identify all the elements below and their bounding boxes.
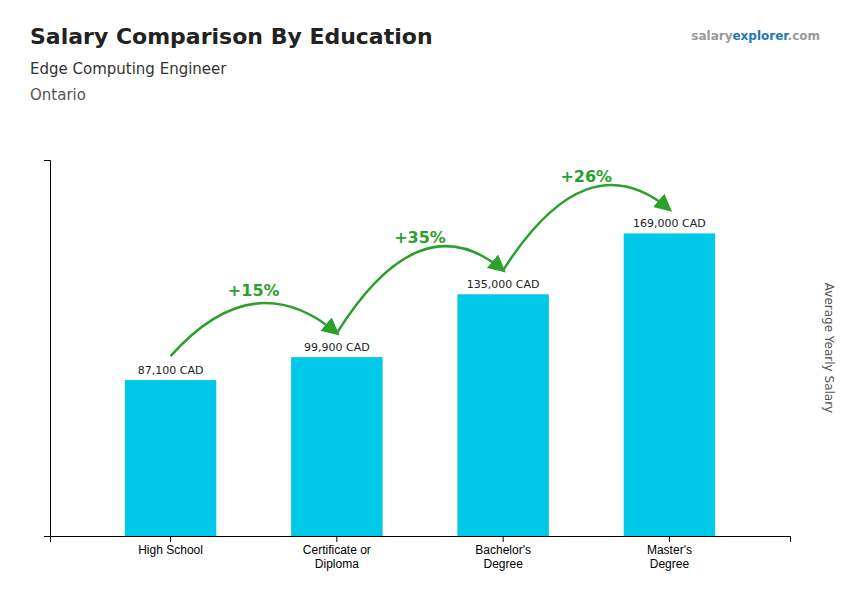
- bars: [125, 233, 715, 536]
- x-tick-label: Bachelor'sDegree: [475, 543, 531, 571]
- x-tick: Certificate orDiploma: [303, 536, 371, 571]
- change-label: +26%: [560, 167, 612, 186]
- data-labels: 87,100 CAD 99,900 CAD 135,000 CAD 169,000 C…: [138, 217, 706, 377]
- data-label: 169,000 CAD: [633, 217, 706, 230]
- chart: Salary Comparison By Education Edge Compu…: [0, 0, 850, 606]
- x-tick: High School: [138, 536, 203, 557]
- x-axis: High School Certificate orDiploma Bachelor…: [51, 536, 791, 571]
- watermark-part: salary: [691, 29, 732, 43]
- data-label: 99,900 CAD: [304, 341, 370, 354]
- change-label: +15%: [228, 281, 280, 300]
- x-tick: Bachelor'sDegree: [475, 536, 531, 571]
- watermark-part: .com: [788, 29, 820, 43]
- x-tick-mark: [336, 536, 337, 542]
- change-arrow: [503, 185, 669, 270]
- bar: [624, 233, 715, 536]
- x-tick-mark: [669, 536, 670, 542]
- bar: [125, 380, 216, 536]
- y-axis-title: Average Yearly Salary: [822, 283, 836, 413]
- x-tick-mark: [170, 536, 171, 542]
- title: Salary Comparison By Education: [30, 24, 433, 49]
- bar: [291, 357, 382, 536]
- x-axis-line: [51, 537, 791, 543]
- location: Ontario: [30, 86, 86, 104]
- bar: [457, 294, 548, 536]
- y-axis-line: [44, 161, 51, 537]
- x-tick-label: High School: [138, 543, 203, 557]
- x-tick: Master'sDegree: [647, 536, 692, 571]
- plot: High School Certificate orDiploma Bachelor…: [44, 161, 791, 571]
- data-label: 87,100 CAD: [138, 364, 204, 377]
- subtitle: Edge Computing Engineer: [30, 60, 227, 78]
- x-tick-label: Certificate orDiploma: [303, 543, 371, 571]
- y-axis: [44, 161, 51, 537]
- watermark-part: explorer: [732, 29, 789, 43]
- change-label: +35%: [394, 228, 446, 247]
- watermark: salaryexplorer.com: [691, 29, 820, 43]
- change-arrows: +15% +35% +26%: [171, 167, 670, 356]
- x-tick-mark: [503, 536, 504, 542]
- change-arrow: [337, 246, 503, 333]
- change-arrow: [171, 303, 337, 356]
- x-tick-label: Master'sDegree: [647, 543, 692, 571]
- data-label: 135,000 CAD: [467, 278, 540, 291]
